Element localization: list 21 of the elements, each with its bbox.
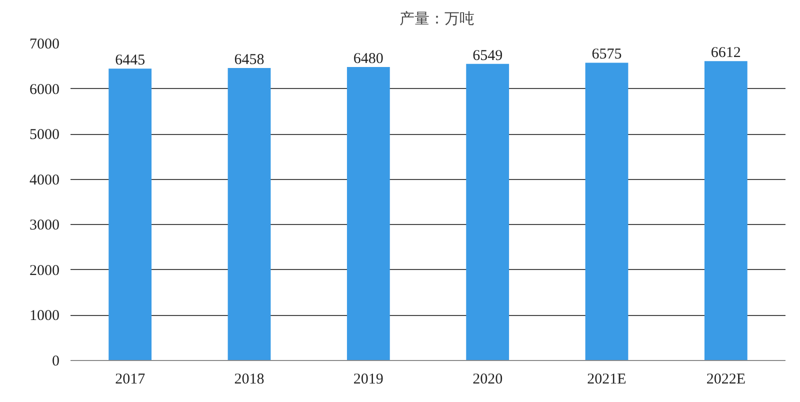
x-tick-label: 2017 — [115, 372, 146, 388]
x-tick-label: 2018 — [234, 372, 264, 388]
y-tick-label: 3000 — [30, 218, 60, 234]
data-label: 6612 — [710, 45, 741, 62]
y-tick-label: 1000 — [30, 308, 60, 324]
data-label: 6445 — [115, 52, 146, 69]
text: 产量：万吨 — [400, 10, 474, 28]
data-label: 6458 — [234, 52, 264, 68]
x-tick-label: 2022E — [706, 372, 746, 388]
y-tick-label: 2000 — [30, 262, 60, 279]
x-tick-label: 2019 — [353, 372, 384, 388]
y-tick-label: 5000 — [30, 127, 60, 144]
y-tick-label: 6000 — [30, 82, 60, 98]
data-label: 6549 — [472, 48, 503, 64]
data-label: 6575 — [592, 46, 622, 63]
y-tick-label: 4000 — [30, 172, 60, 188]
data-label: 6480 — [353, 51, 384, 68]
y-tick-label: 7000 — [30, 36, 60, 52]
x-tick-label: 2021E — [587, 372, 626, 388]
x-tick-label: 2020 — [472, 372, 503, 388]
y-tick-label: 0 — [52, 354, 60, 370]
